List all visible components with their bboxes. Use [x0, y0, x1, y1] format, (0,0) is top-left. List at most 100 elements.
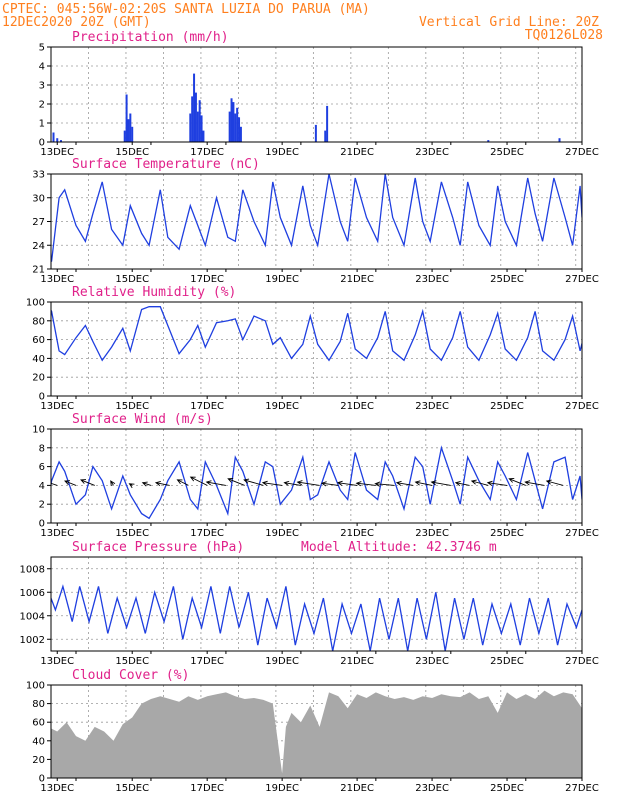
wind-frame	[50, 428, 583, 524]
precip-series-group	[52, 73, 561, 142]
surface-pressure-title: Surface Pressure (hPa)	[72, 540, 244, 555]
wind-vector-arrow	[454, 480, 470, 487]
y-tick-label: 6	[39, 462, 45, 473]
precipitation-bar	[189, 113, 192, 142]
precipitation-bar	[129, 113, 132, 142]
x-tick-label: 19DEC	[265, 274, 299, 285]
wind-vector-arrow	[189, 476, 208, 486]
surface-temperature-panel: Surface Temperature (nC) 21 24 27 30 33 13DEC…	[32, 157, 599, 285]
precipitation-bar	[196, 111, 199, 142]
x-tick-label: 27DEC	[565, 401, 599, 412]
x-tick-label: 25DEC	[490, 656, 524, 667]
header-model-code: TQ0126L028	[525, 28, 603, 43]
wind-vector-arrow	[470, 479, 489, 486]
x-tick-label: 15DEC	[115, 528, 149, 539]
wind-vector-arrow	[2, 484, 24, 488]
wind-vector-arrow	[110, 480, 116, 487]
x-tick-label: 21DEC	[340, 147, 374, 158]
precipitation-bar	[326, 105, 329, 142]
precipitation-bar	[198, 100, 201, 142]
x-tick-label: 17DEC	[190, 401, 224, 412]
wind-vector-arrow	[205, 480, 226, 486]
y-tick-label: 60	[32, 335, 45, 346]
precipitation-bar	[194, 92, 197, 142]
x-tick-label: 27DEC	[565, 147, 599, 158]
precipitation-bar	[200, 115, 203, 142]
model-altitude-label: Model Altitude: 42.3746 m	[301, 540, 497, 555]
precipitation-bar	[127, 119, 130, 142]
wind-vector-arrow	[243, 478, 264, 486]
cloud-cover-panel: Cloud Cover (%) 0 20 40 60 80 100 13DEC 15DEC 17…	[26, 668, 599, 794]
wind-vector-arrow	[430, 480, 451, 486]
x-tick-label: 27DEC	[565, 528, 599, 539]
rh-series-line	[51, 306, 582, 362]
cloud-cover-area	[51, 690, 582, 778]
y-tick-label: 20	[32, 755, 45, 766]
precipitation-bar	[232, 102, 235, 142]
wind-vector-arrow	[296, 480, 320, 486]
y-tick-label: 1008	[20, 564, 45, 575]
x-tick-label: 23DEC	[415, 401, 449, 412]
y-tick-label: 8	[39, 443, 45, 454]
y-tick-label: 2	[39, 500, 45, 511]
x-tick-label: 21DEC	[340, 401, 374, 412]
wind-vector-arrow	[64, 480, 77, 486]
x-tick-label: 23DEC	[415, 274, 449, 285]
x-tick-label: 15DEC	[115, 147, 149, 158]
x-tick-label: 17DEC	[190, 274, 224, 285]
y-tick-label: 5	[39, 43, 45, 54]
wind-series-group	[2, 445, 582, 520]
x-tick-label: 25DEC	[490, 528, 524, 539]
wind-vector-arrow	[524, 480, 545, 486]
y-tick-label: 4	[39, 481, 45, 492]
precipitation-bar	[123, 130, 126, 142]
precipitation-bar	[314, 124, 317, 142]
x-tick-label: 25DEC	[490, 274, 524, 285]
x-tick-label: 17DEC	[190, 528, 224, 539]
rh-series-group	[51, 306, 582, 362]
y-tick-label: 80	[32, 316, 45, 327]
precipitation-bar	[202, 130, 205, 142]
y-tick-label: 24	[32, 241, 45, 252]
precipitation-bar	[52, 132, 55, 142]
y-tick-label: 27	[32, 217, 45, 228]
x-tick-label: 23DEC	[415, 656, 449, 667]
precipitation-bar	[191, 96, 194, 142]
surface-temperature-title: Surface Temperature (nC)	[72, 157, 260, 172]
y-tick-label: 40	[32, 736, 45, 747]
wind-vector-arrow	[283, 480, 301, 486]
precipitation-bar	[487, 140, 490, 142]
x-tick-label: 25DEC	[490, 401, 524, 412]
x-tick-label: 13DEC	[40, 528, 74, 539]
y-tick-label: 100	[26, 298, 45, 309]
y-tick-label: 10	[32, 425, 45, 436]
y-tick-label: 100	[26, 681, 45, 692]
x-tick-label: 15DEC	[115, 656, 149, 667]
wind-vector-arrow	[414, 480, 433, 486]
relative-humidity-panel: Relative Humidity (%) 0 20 40 60 80 100 13DEC 1…	[26, 285, 599, 412]
precipitation-bar	[56, 138, 59, 142]
y-tick-label: 40	[32, 354, 45, 365]
wind-vector-arrow	[80, 479, 95, 486]
y-tick-label: 80	[32, 699, 45, 710]
precipitation-bar	[234, 113, 237, 142]
x-tick-label: 23DEC	[415, 783, 449, 794]
y-tick-label: 0	[39, 138, 45, 149]
cloud-frame	[50, 684, 583, 779]
y-tick-label: 0	[39, 774, 45, 785]
temp-series-group	[51, 174, 582, 263]
x-tick-label: 13DEC	[40, 147, 74, 158]
y-tick-label: 2	[39, 100, 45, 111]
header-vertical-grid-note: Vertical Grid Line: 20Z	[419, 15, 599, 30]
x-tick-label: 15DEC	[115, 783, 149, 794]
precipitation-panel: Precipitation (mm/h) 0 1 2 3 4 5 13DEC 15DEC 17D…	[39, 30, 599, 158]
x-tick-label: 19DEC	[265, 401, 299, 412]
precipitation-bar	[230, 98, 233, 142]
precipitation-bar	[236, 107, 239, 142]
cloud-series-group	[51, 690, 582, 778]
x-tick-label: 25DEC	[490, 783, 524, 794]
precipitation-bar	[131, 126, 134, 142]
x-tick-label: 13DEC	[40, 401, 74, 412]
y-tick-label: 3	[39, 81, 45, 92]
precipitation-bar	[324, 130, 327, 142]
